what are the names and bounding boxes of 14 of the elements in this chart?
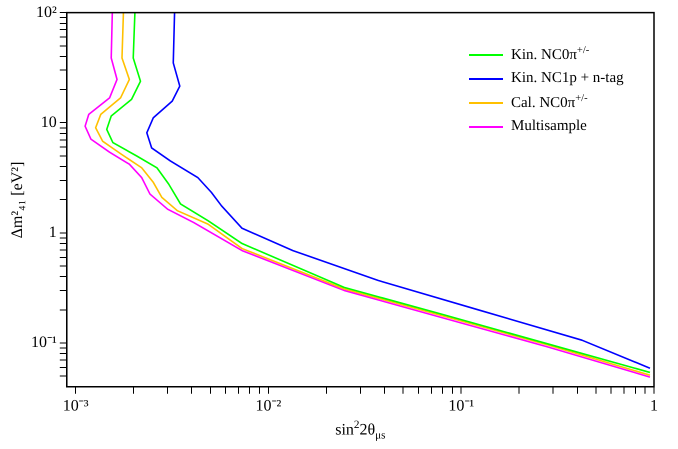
y-axis-title: Δm²₄₁ [eV²] [9, 161, 27, 238]
y-tick-label: 10 [40, 114, 57, 131]
y-tick-label: 10⁻¹ [31, 334, 57, 352]
x-tick-label: 10⁻¹ [448, 398, 474, 415]
x-tick-label: 10⁻³ [62, 398, 89, 415]
y-tick-label: 10² [36, 4, 57, 21]
x-tick-label: 1 [650, 398, 658, 415]
y-tick-label: 1 [48, 224, 57, 242]
legend-label: Multisample [511, 118, 587, 136]
legend-label: Kin. NC1p + n-tag [511, 70, 624, 88]
x-axis-title: sin$^{2}$2θ$_{μs}$ [335, 418, 386, 442]
x-tick-label: 10⁻² [256, 398, 282, 415]
legend-label: Cal. NC0π$^{+/-}$ [511, 93, 588, 112]
legend-label: Kin. NC0π$^{+/-}$ [511, 45, 590, 64]
